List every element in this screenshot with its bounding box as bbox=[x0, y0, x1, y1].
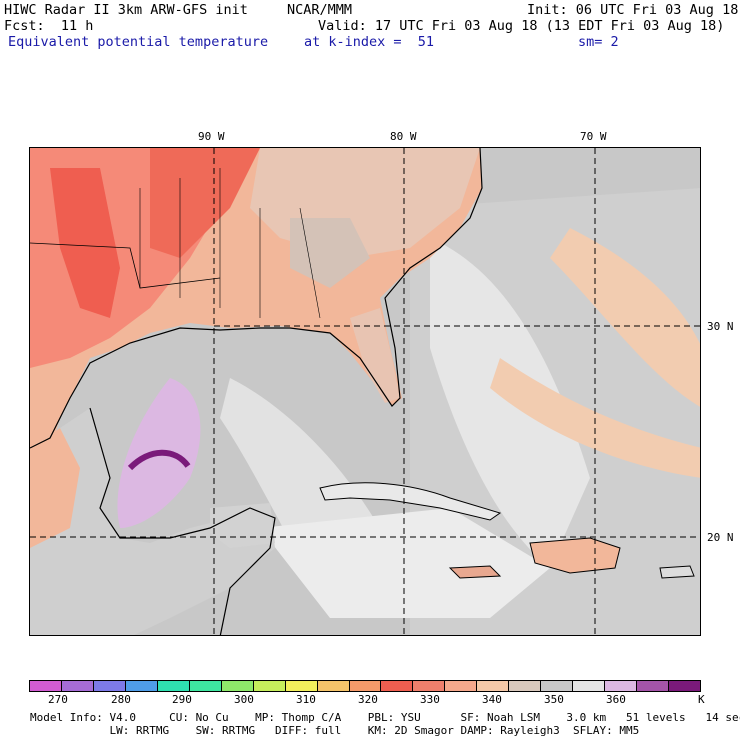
state-borders-2 bbox=[139, 168, 321, 319]
colorbar-cell bbox=[637, 681, 670, 691]
colorbar-label-270: 270 bbox=[48, 693, 68, 706]
plot-title: HIWC Radar II 3km ARW-GFS init bbox=[4, 2, 248, 18]
yucatan-peninsula bbox=[210, 503, 275, 548]
init-time: Init: 06 UTC Fri 03 Aug 18 bbox=[527, 2, 739, 18]
florida-peninsula bbox=[350, 308, 400, 403]
map-panel bbox=[29, 147, 701, 636]
map-image bbox=[30, 148, 700, 635]
jamaica-island bbox=[448, 565, 502, 579]
atlantic-peach-band-2 bbox=[490, 358, 700, 478]
colorbar-label-360: 360 bbox=[606, 693, 626, 706]
colorbar-unit: K bbox=[698, 693, 705, 706]
colorbar-cell bbox=[349, 681, 382, 691]
colorbar-label-280: 280 bbox=[111, 693, 131, 706]
lat-label-20n: 20 N bbox=[707, 531, 734, 544]
colorbar-label-290: 290 bbox=[172, 693, 192, 706]
us-coastline bbox=[30, 148, 483, 449]
colorbar-cell bbox=[573, 681, 606, 691]
caribbean-white-region bbox=[260, 508, 550, 618]
colorbar-cell bbox=[253, 681, 286, 691]
colorbar-cell bbox=[30, 681, 62, 691]
colorbar-label-350: 350 bbox=[544, 693, 564, 706]
mexico-coastline bbox=[89, 407, 276, 635]
lat-label-30n: 30 N bbox=[707, 320, 734, 333]
purple-core-band bbox=[127, 449, 191, 471]
colorbar-label-310: 310 bbox=[296, 693, 316, 706]
lon-label-80w: 80 W bbox=[390, 130, 417, 143]
colorbar-cell bbox=[477, 681, 510, 691]
organization-label: NCAR/MMM bbox=[287, 2, 353, 18]
georgia-region bbox=[290, 218, 370, 288]
smoothing-label: sm= 2 bbox=[578, 34, 619, 50]
field-name: Equivalent potential temperature bbox=[8, 34, 269, 50]
ozarks-hot-core bbox=[150, 148, 260, 258]
colorbar-cell bbox=[413, 681, 446, 691]
cuba-island bbox=[319, 482, 502, 521]
colorbar-cell bbox=[221, 681, 254, 691]
lon-label-70w: 70 W bbox=[580, 130, 607, 143]
model-info-line2: LW: RRTMG SW: RRTMG DIFF: full KM: 2D Sm… bbox=[30, 724, 640, 737]
colorbar bbox=[29, 680, 701, 692]
model-info-line1: Model Info: V4.0 CU: No Cu MP: Thomp C/A… bbox=[30, 711, 740, 724]
lon-label-90w: 90 W bbox=[198, 130, 225, 143]
colorbar-label-330: 330 bbox=[420, 693, 440, 706]
texas-hot-core bbox=[50, 168, 120, 318]
colorbar-label-340: 340 bbox=[482, 693, 502, 706]
colorbar-cell bbox=[381, 681, 414, 691]
level-label: at k-index = 51 bbox=[304, 34, 435, 50]
west-mexico-warm bbox=[30, 428, 80, 548]
colorbar-cell bbox=[93, 681, 126, 691]
colorbar-cell bbox=[669, 681, 701, 691]
colorbar-cell bbox=[125, 681, 158, 691]
colorbar-cell bbox=[285, 681, 318, 691]
puerto-rico-island bbox=[659, 565, 695, 579]
atlantic-peach-band bbox=[550, 228, 700, 407]
colorbar-cell bbox=[61, 681, 94, 691]
forecast-hour: Fcst: 11 h bbox=[4, 18, 94, 34]
colorbar-cell bbox=[317, 681, 350, 691]
colorbar-cell bbox=[157, 681, 190, 691]
hispaniola-island bbox=[529, 537, 621, 574]
colorbar-cell bbox=[445, 681, 478, 691]
colorbar-cell bbox=[605, 681, 638, 691]
colorbar-cell bbox=[509, 681, 542, 691]
valid-time: Valid: 17 UTC Fri 03 Aug 18 (13 EDT Fri … bbox=[318, 18, 725, 34]
colorbar-cell bbox=[189, 681, 222, 691]
colorbar-cell bbox=[541, 681, 574, 691]
colorbar-label-300: 300 bbox=[234, 693, 254, 706]
colorbar-label-320: 320 bbox=[358, 693, 378, 706]
